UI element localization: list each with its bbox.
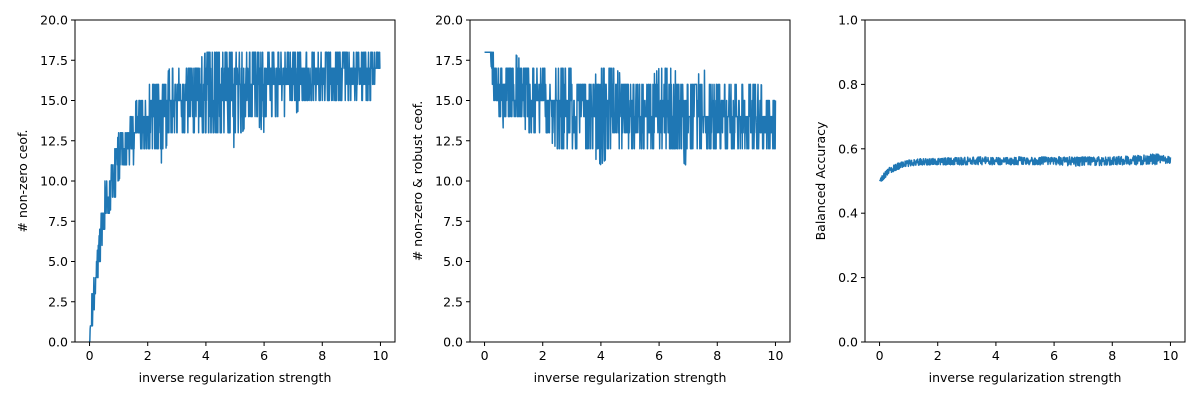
x-axis-label: inverse regularization strength	[929, 370, 1122, 385]
y-tick-label: 10.0	[435, 174, 463, 189]
y-tick-label: 17.5	[40, 53, 68, 68]
y-tick-label: 10.0	[40, 174, 68, 189]
y-tick-label: 20.0	[435, 13, 463, 28]
x-tick-label: 2	[539, 348, 547, 363]
chart-2-series-line	[484, 51, 777, 166]
y-tick-label: 12.5	[435, 133, 463, 148]
x-tick-label: 8	[318, 348, 326, 363]
y-axis-label: # non-zero ceof.	[15, 130, 30, 233]
y-tick-label: 7.5	[443, 214, 463, 229]
y-tick-label: 5.0	[48, 254, 68, 269]
x-tick-label: 2	[144, 348, 152, 363]
chart-2: 0 2 4 6 8 10 0.0 2.5 5.0 7.5 10.0 12.5 15.0 17.5 20.0 i…	[410, 13, 791, 385]
chart-1-series-line	[88, 51, 381, 343]
x-tick-label: 10	[1163, 348, 1179, 363]
y-tick-label: 0.6	[838, 141, 858, 156]
y-tick-label: 17.5	[435, 53, 463, 68]
x-tick-label: 0	[481, 348, 489, 363]
y-tick-label: 2.5	[48, 294, 68, 309]
x-tick-label: 8	[1108, 348, 1116, 363]
y-tick-label: 0.0	[48, 335, 68, 350]
y-tick-label: 7.5	[48, 214, 68, 229]
x-tick-label: 10	[373, 348, 389, 363]
x-tick-label: 4	[597, 348, 605, 363]
y-tick-label: 20.0	[40, 13, 68, 28]
x-axis-label: inverse regularization strength	[139, 370, 332, 385]
y-tick-label: 12.5	[40, 133, 68, 148]
y-tick-label: 15.0	[40, 93, 68, 108]
chart-1: 0 2 4 6 8 10 0.0 2.5 5.0 7.5 10.0 12.5 15.0 17.5 20.0 i…	[15, 13, 396, 385]
x-tick-label: 10	[768, 348, 784, 363]
chart-3-series-line	[878, 153, 1172, 182]
y-axis-label: Balanced Accuracy	[813, 121, 828, 240]
x-tick-label: 6	[1050, 348, 1058, 363]
chart-3-plot-frame	[864, 19, 1186, 343]
y-tick-label: 0.0	[443, 335, 463, 350]
x-tick-label: 2	[934, 348, 942, 363]
y-tick-label: 0.4	[838, 206, 858, 221]
y-tick-label: 5.0	[443, 254, 463, 269]
y-tick-label: 0.8	[838, 77, 858, 92]
x-tick-label: 4	[992, 348, 1000, 363]
y-tick-label: 2.5	[443, 294, 463, 309]
x-tick-label: 6	[655, 348, 663, 363]
y-axis-label: # non-zero & robust ceof.	[410, 101, 425, 261]
y-tick-label: 15.0	[435, 93, 463, 108]
x-tick-label: 8	[713, 348, 721, 363]
x-tick-label: 0	[876, 348, 884, 363]
x-tick-label: 6	[260, 348, 268, 363]
y-tick-label: 0.0	[838, 335, 858, 350]
chart-3: 0 2 4 6 8 10 0.0 0.2 0.4 0.6 0.8 1.0 inverse regular…	[813, 13, 1186, 385]
x-axis-label: inverse regularization strength	[534, 370, 727, 385]
x-tick-label: 4	[202, 348, 210, 363]
y-tick-label: 0.2	[838, 270, 858, 285]
x-tick-label: 0	[86, 348, 94, 363]
y-tick-label: 1.0	[838, 13, 858, 28]
